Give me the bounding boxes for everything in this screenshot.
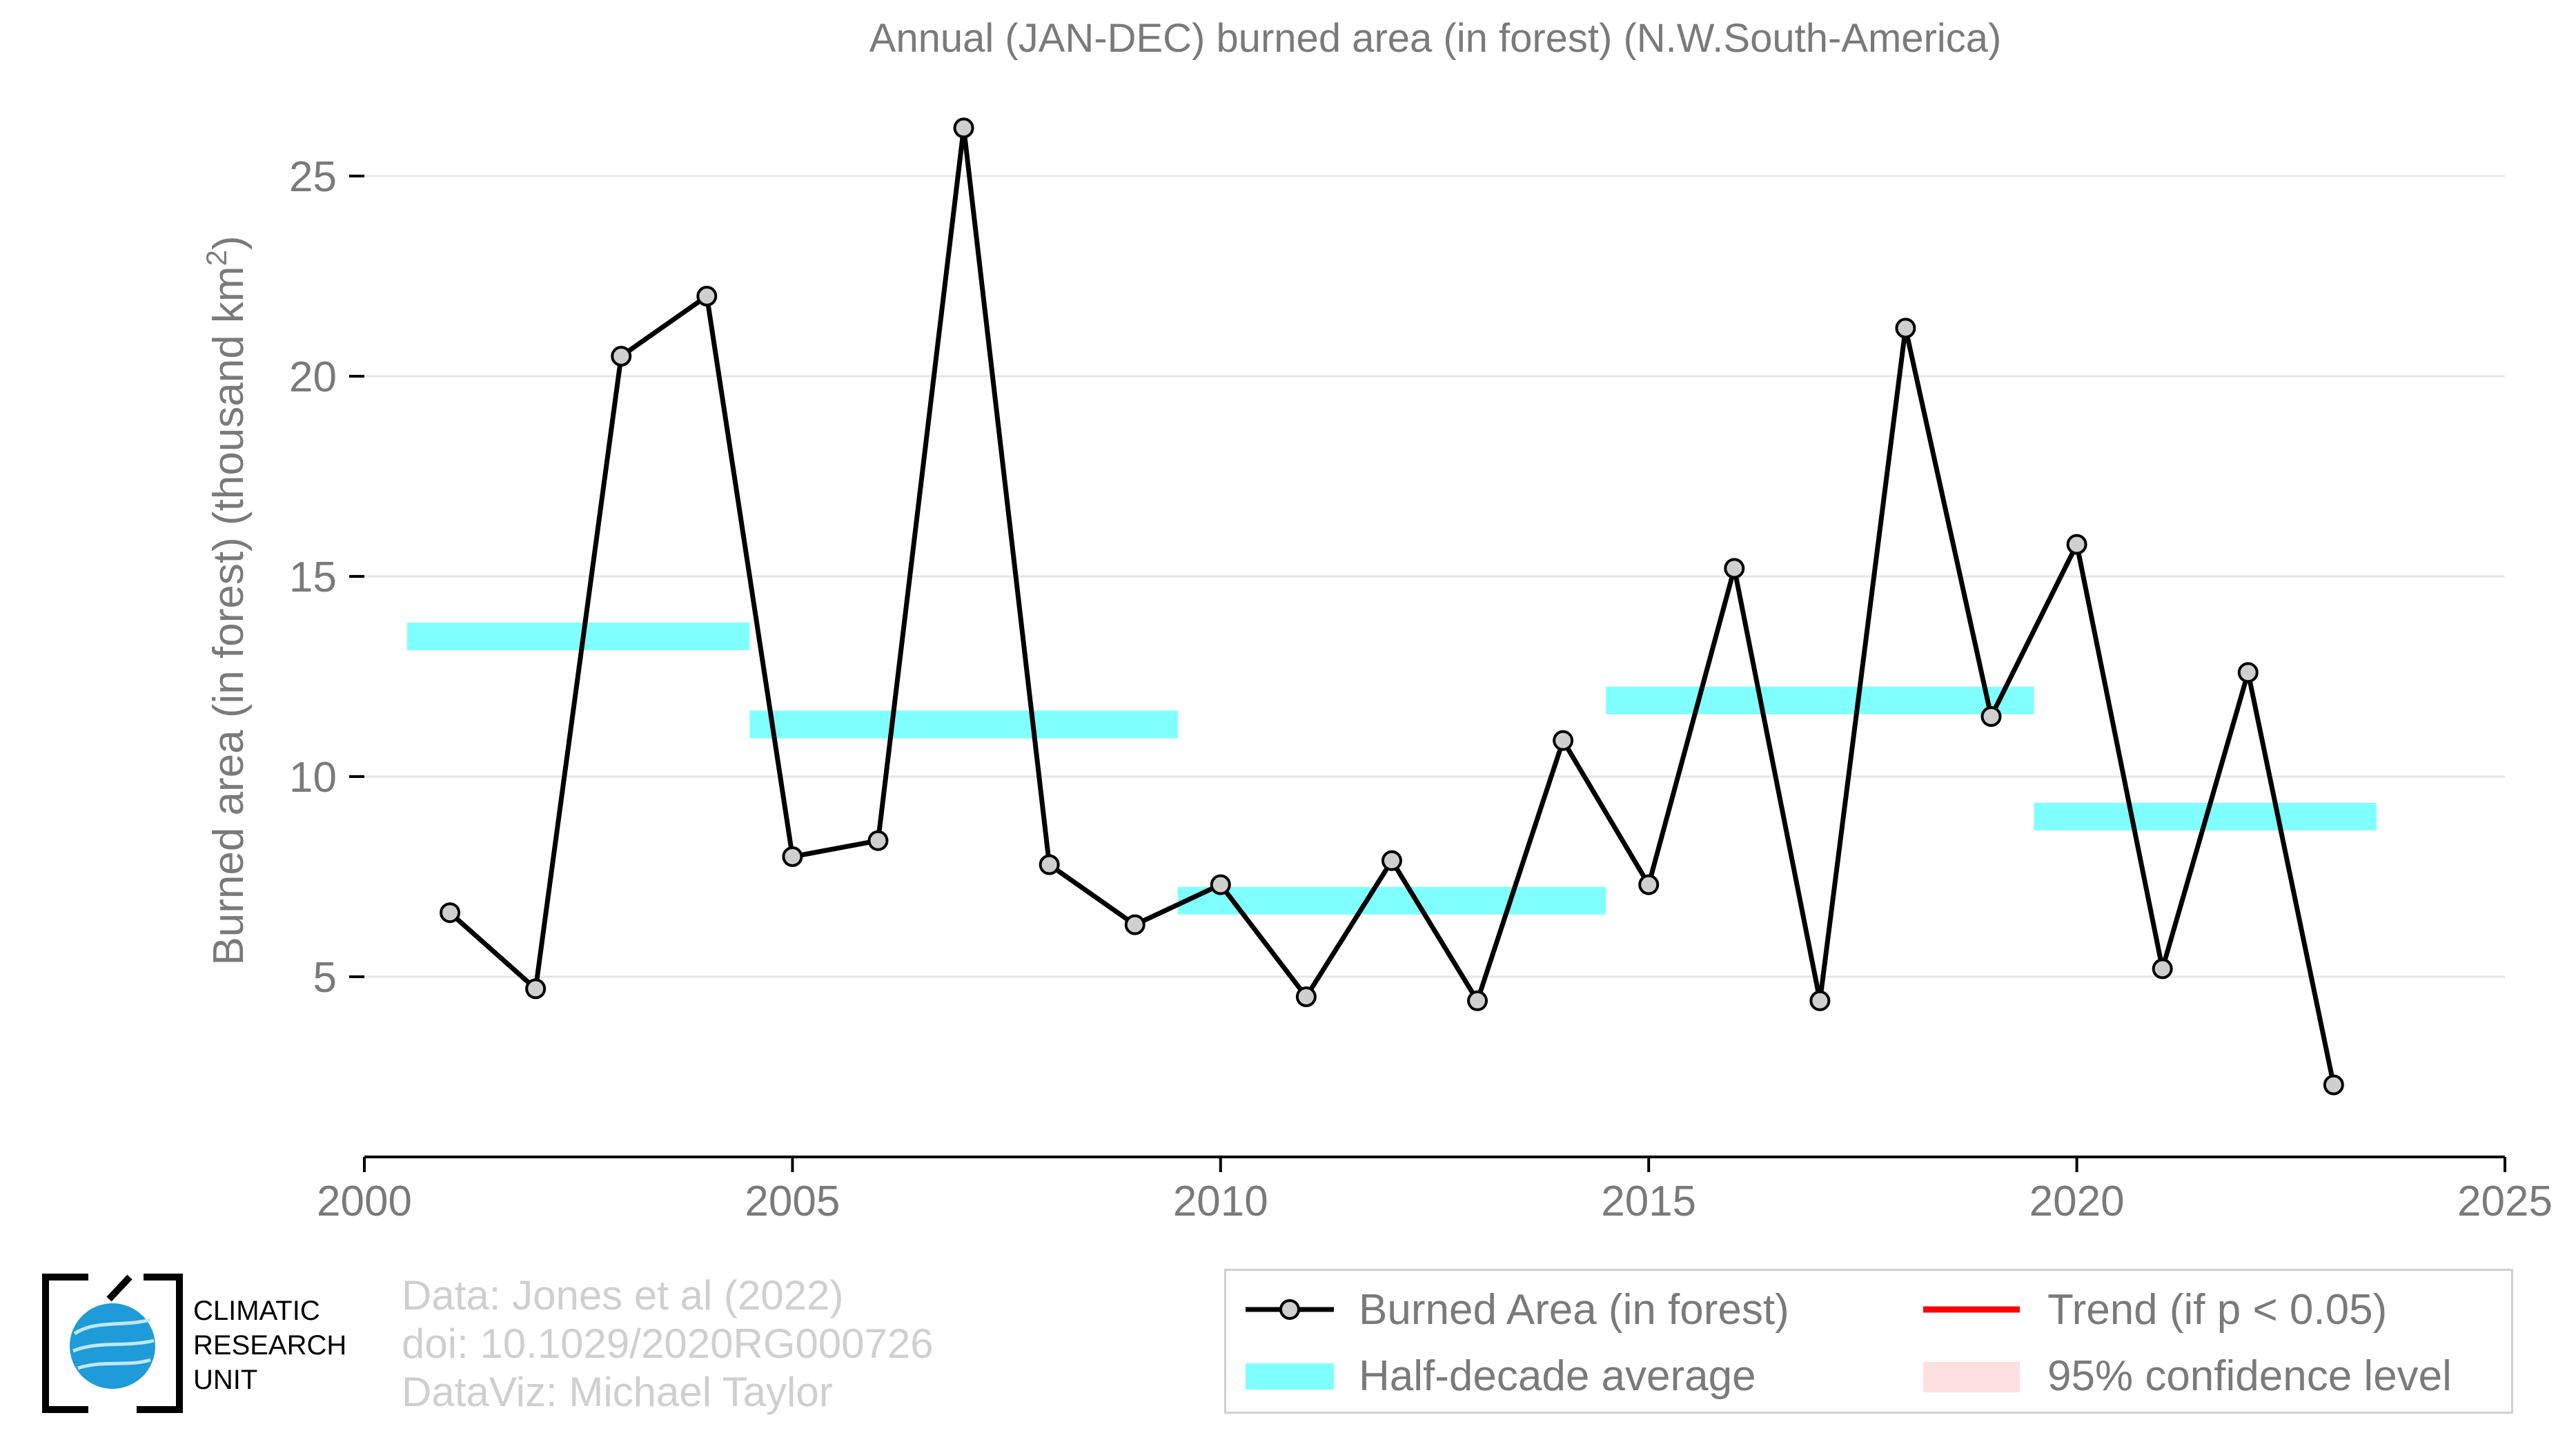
legend-line-marker-icon (1241, 1282, 1338, 1337)
legend-label: 95% confidence level (2047, 1352, 2452, 1400)
chart-title: Annual (JAN-DEC) burned area (in forest)… (869, 16, 2002, 61)
cru-logo-text: CLIMATIC RESEARCH UNIT (193, 1294, 346, 1397)
y-tick-label-20: 20 (289, 353, 337, 401)
credits: Data: Jones et al (2022) doi: 10.1029/20… (402, 1272, 934, 1416)
legend-item-burned-area: Burned Area (in forest) (1241, 1282, 1789, 1337)
data-point-2015 (1638, 874, 1660, 895)
data-point-2003 (611, 346, 632, 367)
y-tick-label-25: 25 (289, 153, 337, 201)
data-point-2013 (1467, 990, 1488, 1011)
y-tick-label-10: 10 (289, 754, 337, 801)
legend-label: Half-decade average (1359, 1352, 1756, 1400)
legend-label: Trend (if p < 0.05) (2047, 1285, 2388, 1334)
x-tick-label-2005: 2005 (745, 1178, 840, 1225)
data-point-2019 (1980, 706, 2002, 727)
series-line-burned-area (448, 125, 2337, 1086)
credit-dataviz: DataViz: Michael Taylor (402, 1369, 833, 1415)
x-tick-label-2025: 2025 (2457, 1178, 2553, 1225)
globe-logo-icon (42, 1274, 183, 1413)
legend-band-cyan-icon (1241, 1348, 1338, 1403)
x-tick-label-2015: 2015 (1601, 1178, 1696, 1225)
data-point-2017 (1809, 990, 1831, 1011)
logo-line-3: UNIT (193, 1365, 258, 1395)
cru-logo: CLIMATIC RESEARCH UNIT (40, 1272, 371, 1416)
legend-label: Burned Area (in forest) (1359, 1285, 1789, 1334)
data-point-2002 (525, 978, 547, 1000)
legend-item-half-decade: Half-decade average (1241, 1348, 1756, 1403)
data-point-2010 (1210, 874, 1231, 895)
logo-line-2: RESEARCH (193, 1330, 347, 1361)
data-point-2018 (1895, 318, 1916, 339)
data-point-2008 (1039, 854, 1060, 875)
half-decade-band-1 (407, 623, 750, 650)
chart-area: Annual (JAN-DEC) burned area (in forest)… (200, 16, 2553, 1225)
data-point-2022 (2237, 662, 2259, 683)
legend-item-trend: Trend (if p < 0.05) (1923, 1282, 2387, 1337)
grid-lines (364, 175, 2505, 978)
data-point-2020 (2066, 534, 2087, 555)
x-tick-label-2020: 2020 (2029, 1178, 2125, 1225)
data-point-2004 (696, 286, 718, 306)
legend-item-confidence: 95% confidence level (1923, 1348, 2452, 1403)
y-tick-label-15: 15 (289, 554, 337, 601)
half-decade-bands (407, 623, 2377, 915)
data-point-2005 (782, 846, 803, 867)
credit-data-source: Data: Jones et al (2022) (402, 1272, 844, 1318)
y-axis-label: Burned area (in forest) (thousand km2) (200, 235, 253, 965)
data-point-2014 (1553, 730, 1574, 751)
credit-doi: doi: 10.1029/2020RG000726 (402, 1321, 934, 1367)
data-point-2021 (2152, 958, 2173, 980)
logo-line-1: CLIMATIC (193, 1296, 320, 1326)
legend: Burned Area (in forest) Trend (if p < 0.… (1224, 1269, 2513, 1414)
y-tick-label-5: 5 (313, 954, 337, 1002)
data-point-2016 (1724, 558, 1745, 579)
data-points (440, 117, 2344, 1095)
half-decade-band-3 (1177, 886, 1606, 915)
data-point-2006 (867, 830, 889, 851)
x-tick-label-2000: 2000 (317, 1178, 412, 1225)
half-decade-band-2 (749, 710, 1178, 739)
x-axis-ticks: 2000 2005 2010 2015 2020 2025 (317, 1157, 2553, 1225)
data-point-2001 (440, 902, 461, 924)
data-point-2023 (2323, 1074, 2344, 1095)
data-point-2011 (1295, 986, 1317, 1007)
legend-trend-line-icon (1923, 1282, 2020, 1337)
half-decade-band-4 (1606, 686, 2034, 714)
data-point-2007 (953, 117, 974, 139)
data-point-2009 (1124, 914, 1146, 935)
legend-band-pink-icon (1923, 1348, 2020, 1403)
data-point-2012 (1381, 850, 1402, 871)
x-tick-label-2010: 2010 (1173, 1178, 1268, 1225)
y-axis-ticks: 5 10 15 20 25 (289, 153, 364, 1002)
